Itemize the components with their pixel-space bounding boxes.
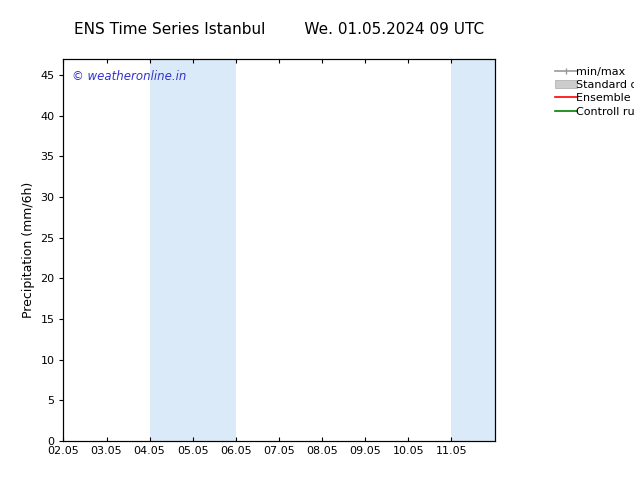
Bar xyxy=(193,59,236,441)
Bar xyxy=(451,59,495,441)
Text: ENS Time Series Istanbul        We. 01.05.2024 09 UTC: ENS Time Series Istanbul We. 01.05.2024 … xyxy=(74,22,484,37)
Text: © weatheronline.in: © weatheronline.in xyxy=(72,70,186,83)
Legend: min/max, Standard deviation, Ensemble mean run, Controll run: min/max, Standard deviation, Ensemble me… xyxy=(553,64,634,119)
Y-axis label: Precipitation (mm/6h): Precipitation (mm/6h) xyxy=(22,182,35,318)
Bar xyxy=(150,59,193,441)
